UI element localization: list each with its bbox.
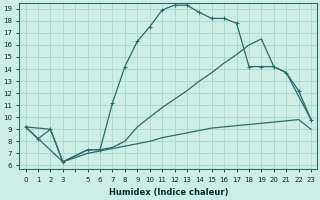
- X-axis label: Humidex (Indice chaleur): Humidex (Indice chaleur): [108, 188, 228, 197]
